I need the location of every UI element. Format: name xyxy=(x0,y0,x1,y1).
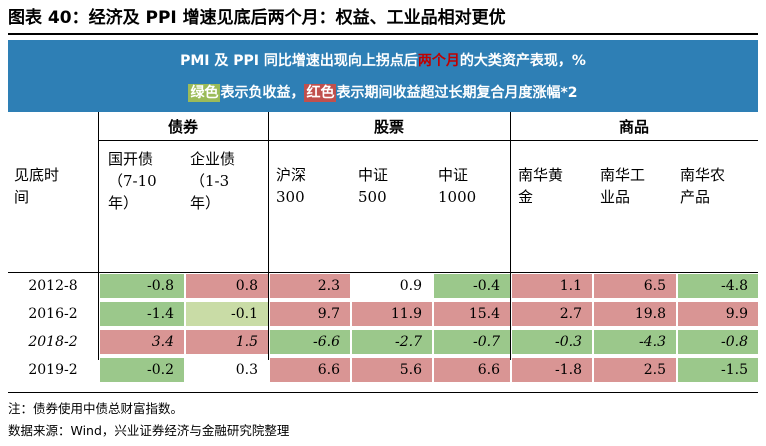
value-cell: 11.9 xyxy=(352,302,432,326)
table-row: 2019-2 -0.2 0.3 6.6 5.6 6.6 -1.8 2.5 -1.5 xyxy=(8,356,758,384)
value-cell: -0.2 xyxy=(100,358,184,382)
group-bonds: 债券 xyxy=(167,118,198,136)
value-cell: 0.8 xyxy=(186,274,268,298)
header-bottom-rule xyxy=(8,272,758,273)
row-label-header: 见底时 间 xyxy=(14,164,94,208)
value-cell: 9.7 xyxy=(270,302,350,326)
column-header-line: 中证 xyxy=(358,166,389,184)
banner-line-1-suffix: 的大类资产表现，% xyxy=(459,53,586,69)
row-label-header-line: 间 xyxy=(14,188,30,206)
banner-line-2: 绿色 表示负收益， 红色 表示期间收益超过长期复合月度涨幅*2 xyxy=(8,82,758,102)
column-header-line: 产品 xyxy=(680,188,711,206)
asset-performance-table: PMI 及 PPI 同比增速出现向上拐点后两个月的大类资产表现，% 绿色 表示负收… xyxy=(8,40,758,382)
value-cell: 0.9 xyxy=(352,274,432,298)
group-commodities: 商品 xyxy=(618,118,649,136)
column-header-line: （7-10 xyxy=(108,172,157,190)
footnote: 注：债券使用中债总财富指数。 xyxy=(8,401,184,416)
value-cell: 1.5 xyxy=(186,330,268,354)
banner-line-2-suffix: 表示期间收益超过长期复合月度涨幅*2 xyxy=(336,85,578,101)
green-legend-chip: 绿色 xyxy=(188,84,221,102)
column-header-nanhua-agri: 南华农 产品 xyxy=(680,164,758,208)
value-cell: -0.3 xyxy=(512,330,592,354)
value-cell: -2.7 xyxy=(352,330,432,354)
value-cell: 19.8 xyxy=(594,302,676,326)
value-cell: -1.4 xyxy=(100,302,184,326)
column-header-line: （1-3 xyxy=(190,172,230,190)
bottom-rule xyxy=(8,392,758,393)
value-cell: -6.6 xyxy=(270,330,350,354)
figure-title: 图表 40：经济及 PPI 增速见底后两个月：权益、工业品相对更优 xyxy=(8,8,506,28)
top-rule xyxy=(8,33,758,35)
column-header-line: 金 xyxy=(518,188,534,206)
value-cell: -0.8 xyxy=(678,330,758,354)
column-header-corporate-bond: 企业债 （1-3 年） xyxy=(190,148,268,214)
row-date: 2018-2 xyxy=(28,334,78,350)
value-cell: 3.4 xyxy=(100,330,184,354)
banner-line-1: PMI 及 PPI 同比增速出现向上拐点后两个月的大类资产表现，% xyxy=(8,50,758,70)
column-header-line: 企业债 xyxy=(190,150,236,168)
source-note: 数据来源：Wind，兴业证券经济与金融研究院整理 xyxy=(8,423,290,438)
column-header-line: 南华黄 xyxy=(518,166,564,184)
column-header-csi1000: 中证 1000 xyxy=(438,164,510,208)
value-cell: 1.1 xyxy=(512,274,592,298)
group-equities: 股票 xyxy=(373,118,404,136)
column-header-cdb-bond: 国开债 （7-10 年） xyxy=(108,148,188,214)
value-cell: -4.3 xyxy=(594,330,676,354)
value-cell: -0.1 xyxy=(186,302,268,326)
value-cell: 2.3 xyxy=(270,274,350,298)
column-header-line: 1000 xyxy=(438,188,477,206)
column-header-csi500: 中证 500 xyxy=(358,164,436,208)
value-cell: 2.5 xyxy=(594,358,676,382)
red-legend-chip: 红色 xyxy=(304,84,337,102)
table-header: 见底时 间 债券 股票 商品 国开债 （7-10 年） 企业债 （1-3 年） … xyxy=(8,112,758,360)
column-header-line: 南华工 xyxy=(600,166,646,184)
banner-highlight: 两个月 xyxy=(417,53,460,69)
row-date: 2016-2 xyxy=(28,306,78,322)
value-cell: -0.4 xyxy=(434,274,510,298)
table-row: 2012-8 -0.8 0.8 2.3 0.9 -0.4 1.1 6.5 -4.8 xyxy=(8,272,758,300)
row-date: 2012-8 xyxy=(28,278,78,294)
value-cell: 6.6 xyxy=(270,358,350,382)
value-cell: -1.8 xyxy=(512,358,592,382)
column-header-line: 年） xyxy=(108,194,139,212)
separator-equities xyxy=(510,112,511,360)
separator-date xyxy=(98,112,99,360)
column-header-line: 国开债 xyxy=(108,150,154,168)
table-banner: PMI 及 PPI 同比增速出现向上拐点后两个月的大类资产表现，% 绿色 表示负收… xyxy=(8,40,758,112)
column-header-line: 业品 xyxy=(600,188,631,206)
column-header-line: 沪深 xyxy=(276,166,307,184)
row-date: 2019-2 xyxy=(28,362,78,378)
value-cell: 15.4 xyxy=(434,302,510,326)
value-cell: 2.7 xyxy=(512,302,592,326)
column-header-line: 300 xyxy=(276,188,305,206)
column-header-nanhua-industrial: 南华工 业品 xyxy=(600,164,678,208)
value-cell: 6.5 xyxy=(594,274,676,298)
column-header-line: 中证 xyxy=(438,166,469,184)
banner-line-2-mid: 表示负收益， xyxy=(220,85,305,101)
banner-line-1-prefix: PMI 及 PPI 同比增速出现向上拐点后 xyxy=(180,53,418,69)
column-header-nanhua-gold: 南华黄 金 xyxy=(518,164,596,208)
group-underline xyxy=(98,140,758,141)
column-header-line: 500 xyxy=(358,188,387,206)
column-header-line: 年） xyxy=(190,194,221,212)
value-cell: -4.8 xyxy=(678,274,758,298)
value-cell: 0.3 xyxy=(186,358,268,382)
value-cell: -1.5 xyxy=(678,358,758,382)
table-row: 2016-2 -1.4 -0.1 9.7 11.9 15.4 2.7 19.8 9.9 xyxy=(8,300,758,328)
footnotes: 注：债券使用中债总财富指数。 数据来源：Wind，兴业证券经济与金融研究院整理 xyxy=(8,398,758,442)
row-label-header-line: 见底时 xyxy=(14,166,60,184)
table-row: 2018-2 3.4 1.5 -6.6 -2.7 -0.7 -0.3 -4.3 -0.8 xyxy=(8,328,758,356)
column-header-line: 南华农 xyxy=(680,166,726,184)
value-cell: -0.8 xyxy=(100,274,184,298)
value-cell: 5.6 xyxy=(352,358,432,382)
value-cell: 6.6 xyxy=(434,358,510,382)
value-cell: 9.9 xyxy=(678,302,758,326)
separator-bonds xyxy=(268,112,269,360)
column-header-csi300: 沪深 300 xyxy=(276,164,354,208)
value-cell: -0.7 xyxy=(434,330,510,354)
